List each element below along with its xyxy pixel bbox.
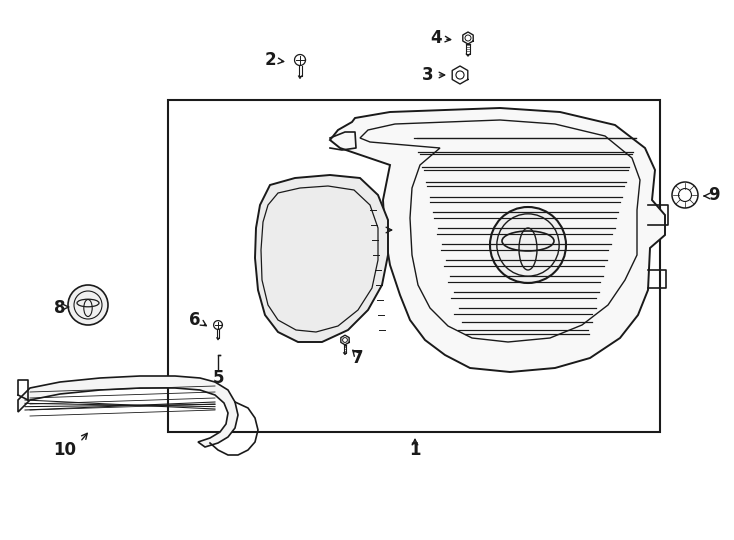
Text: 6: 6 [189,311,201,329]
Text: 1: 1 [410,441,421,459]
Polygon shape [255,175,388,342]
Text: 10: 10 [54,441,76,459]
Text: 3: 3 [422,66,434,84]
Polygon shape [330,108,665,372]
Polygon shape [18,376,238,447]
Text: 4: 4 [430,29,442,47]
Circle shape [490,207,566,283]
Bar [168,100,660,432]
Text: 9: 9 [708,186,720,204]
Text: 7: 7 [352,349,364,367]
Text: 8: 8 [54,299,66,317]
Text: 2: 2 [264,51,276,69]
Text: 5: 5 [212,369,224,387]
Circle shape [68,285,108,325]
